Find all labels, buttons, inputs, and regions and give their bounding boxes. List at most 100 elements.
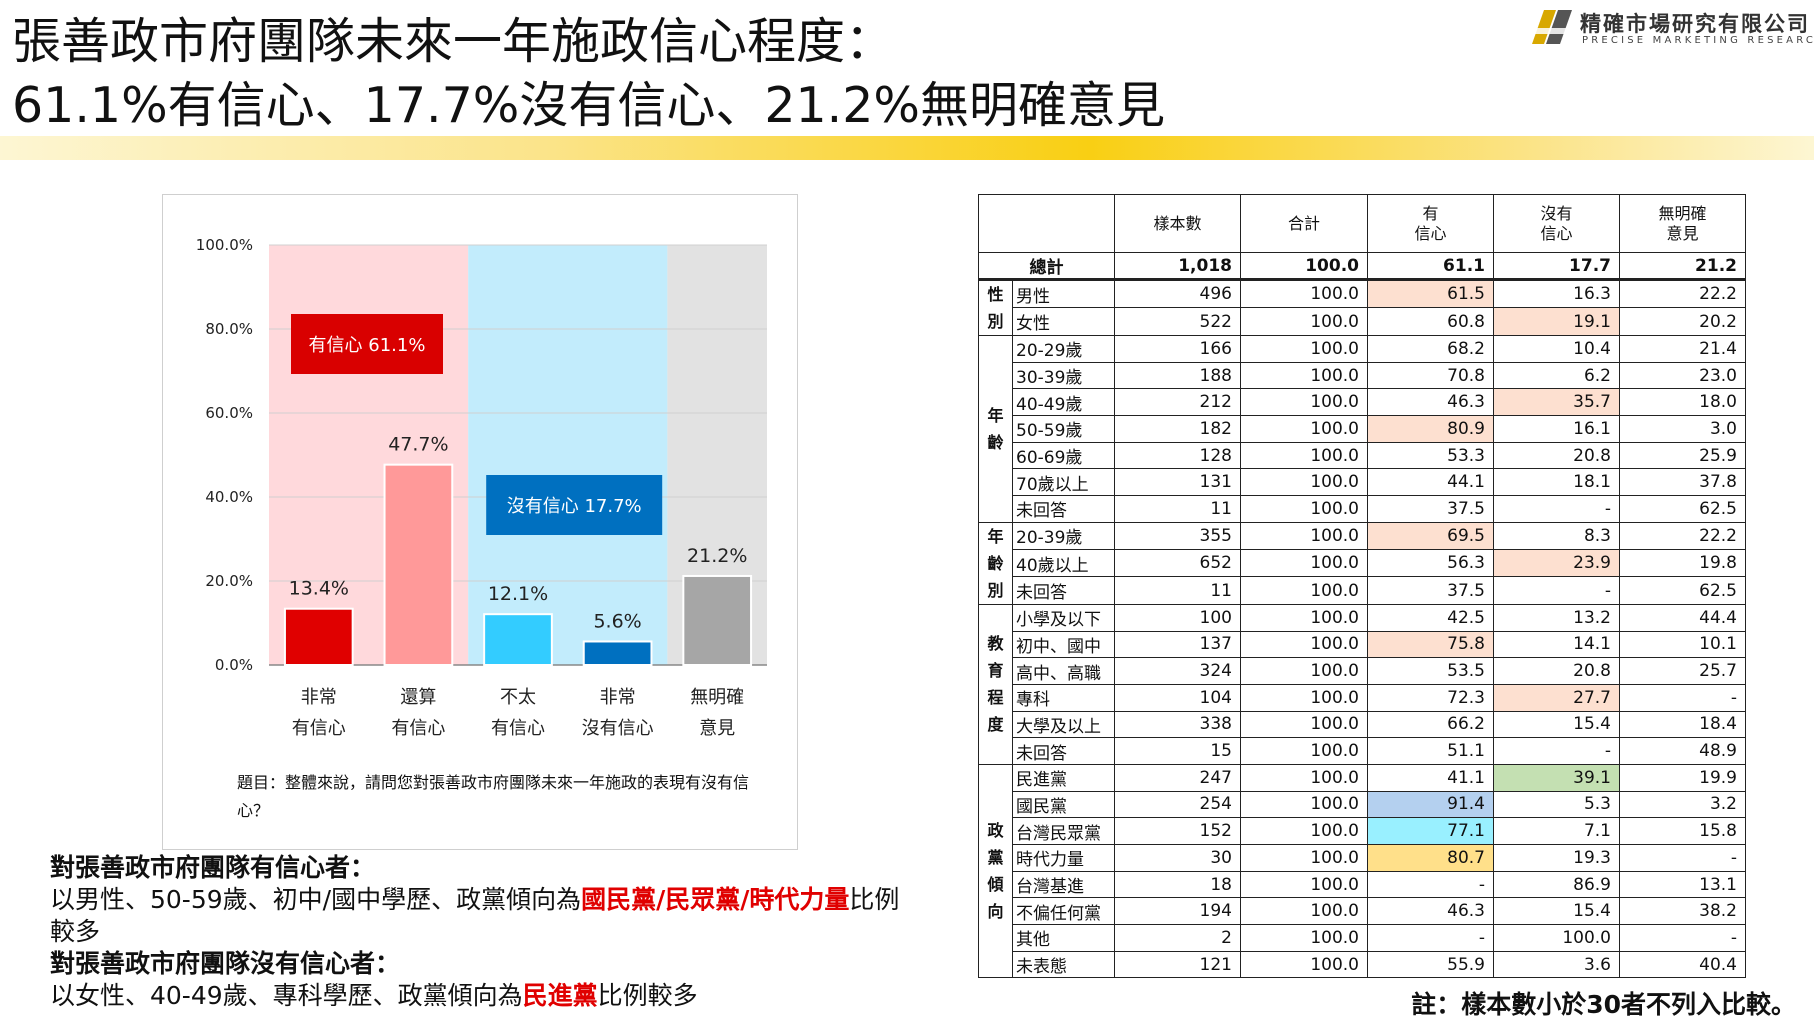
table-cell: 100 bbox=[1114, 603, 1241, 632]
table-cell: 62.5 bbox=[1619, 495, 1746, 523]
table-cell: 55.9 bbox=[1367, 950, 1494, 979]
table-cell: 100.0 bbox=[1240, 521, 1368, 551]
table-row-label: 未表態 bbox=[1012, 950, 1115, 979]
table-cell: 5.3 bbox=[1493, 790, 1620, 819]
table-row: 年齡別 20-39歲 355 100.0 69.5 8.3 22.2 bbox=[978, 521, 1746, 605]
table-cell: 100.0 bbox=[1240, 361, 1368, 390]
table-header-cell: 沒有 信心 bbox=[1493, 194, 1620, 253]
x-category-label: 非常 bbox=[301, 687, 337, 708]
table-row-label: 未回答 bbox=[1012, 737, 1115, 765]
table-cell: 37.5 bbox=[1367, 576, 1494, 605]
table-cell: - bbox=[1493, 576, 1620, 605]
table-cell: 13.1 bbox=[1619, 870, 1746, 899]
table-cell: 40.4 bbox=[1619, 950, 1746, 979]
table-cell: 100.0 bbox=[1240, 683, 1368, 712]
table-cell: 21.2 bbox=[1619, 252, 1746, 281]
group-label-not-confident: 沒有信心 17.7% bbox=[507, 496, 642, 517]
table-cell: 100.0 bbox=[1240, 495, 1368, 523]
table-cell: 10.4 bbox=[1493, 335, 1620, 363]
y-tick-label: 60.0% bbox=[205, 404, 253, 422]
table-group-label: 性別 bbox=[978, 279, 1013, 336]
table-cell: 51.1 bbox=[1367, 737, 1494, 765]
table-cell: 91.4 bbox=[1367, 790, 1494, 819]
table-cell: 254 bbox=[1114, 790, 1241, 819]
title-line-1: 張善政市府團隊未來一年施政信心程度： bbox=[12, 13, 895, 70]
table-cell: 53.3 bbox=[1367, 441, 1494, 470]
bar-value-label: 12.1% bbox=[488, 583, 548, 605]
table-cell: 23.0 bbox=[1619, 361, 1746, 390]
table-cell: 46.3 bbox=[1367, 388, 1494, 417]
table-row-label: 40歲以上 bbox=[1012, 549, 1115, 578]
table-row: 未回答 15 100.0 51.1-48.9 bbox=[979, 737, 1746, 765]
table-row-label: 20-29歲 bbox=[1012, 335, 1115, 363]
table-cell: 100.0 bbox=[1493, 924, 1620, 952]
summary-text-not-confident-party: 民進黨 bbox=[522, 981, 598, 1010]
table-row: 性別男性 496 100.0 61.5 16.3 22.2 bbox=[978, 278, 1746, 336]
table-cell: 100.0 bbox=[1240, 278, 1368, 309]
table-cell: 72.3 bbox=[1367, 683, 1494, 712]
table-cell: 10.1 bbox=[1619, 630, 1746, 659]
table-cell: 6.2 bbox=[1493, 361, 1620, 390]
table-cell: 496 bbox=[1114, 278, 1241, 309]
table-cell: 100.0 bbox=[1240, 388, 1368, 417]
table-cell: 100.0 bbox=[1240, 737, 1368, 765]
summary-block: 對張善政市府團隊有信心者： 以男性、50-59歲、初中/國中學歷、政黨傾向為國民… bbox=[50, 852, 899, 1012]
table-row-label: 未回答 bbox=[1012, 495, 1115, 523]
table-cell: 7.1 bbox=[1493, 817, 1620, 845]
table-row: 40-49歲 212 100.0 46.3 35.7 18.0 bbox=[979, 388, 1746, 417]
table-row-total: 總計 1,018 100.0 61.1 17.7 21.2 bbox=[978, 252, 1746, 281]
table-cell: - bbox=[1493, 737, 1620, 765]
table-row: 專科 104 100.0 72.3 27.7- bbox=[979, 683, 1746, 712]
table-cell: 100.0 bbox=[1240, 468, 1368, 497]
table-cell: 69.5 bbox=[1367, 521, 1494, 551]
table-row-label: 小學及以下 bbox=[1012, 603, 1115, 632]
table-cell: 100.0 bbox=[1240, 924, 1368, 952]
table-cell: 100.0 bbox=[1240, 630, 1368, 659]
table-row: 年齡 20-29歲 166 100.0 68.2 10.4 21.4 bbox=[978, 335, 1746, 523]
table-cell: 15 bbox=[1114, 737, 1241, 765]
x-category-label: 有信心 bbox=[391, 718, 445, 739]
table-cell: 182 bbox=[1114, 415, 1241, 443]
table-cell: 15.4 bbox=[1493, 897, 1620, 926]
table-cell: 75.8 bbox=[1367, 630, 1494, 659]
y-tick-label: 100.0% bbox=[196, 236, 253, 254]
table-cell: 100.0 bbox=[1240, 252, 1368, 281]
table-row-label: 不偏任何黨 bbox=[1012, 897, 1115, 926]
table-cell: 100.0 bbox=[1240, 950, 1368, 979]
table-cell: 37.8 bbox=[1619, 468, 1746, 497]
table-row: 時代力量 30 100.0 80.7 19.3- bbox=[979, 844, 1746, 872]
table-cell: 13.2 bbox=[1493, 603, 1620, 632]
x-category-label: 非常 bbox=[600, 687, 636, 708]
table-cell: 19.3 bbox=[1493, 844, 1620, 872]
bar-value-label: 5.6% bbox=[593, 610, 641, 632]
x-category-label: 意見 bbox=[699, 718, 735, 739]
table-cell: 100.0 bbox=[1240, 763, 1368, 792]
table-group-label: 年齡別 bbox=[978, 521, 1013, 605]
table-cell: 20.8 bbox=[1493, 657, 1620, 685]
table-cell: 80.7 bbox=[1367, 844, 1494, 872]
table-cell: 86.9 bbox=[1493, 870, 1620, 899]
table-cell: 194 bbox=[1114, 897, 1241, 926]
table-cell: - bbox=[1367, 924, 1494, 952]
group-label-box-confident bbox=[291, 314, 443, 374]
title-divider-bar bbox=[0, 136, 1814, 160]
table-cell: 41.1 bbox=[1367, 763, 1494, 792]
table-cell: 100.0 bbox=[1240, 335, 1368, 363]
crosstab-table-wrap: 樣本數 合計有信心 沒有 信心 無明確 意見 總計 1,018 100.0 61.1 17.7 21… bbox=[978, 194, 1746, 979]
table-cell: 100.0 bbox=[1240, 549, 1368, 578]
table-cell: 22.2 bbox=[1619, 521, 1746, 551]
total-label: 總計 bbox=[978, 252, 1115, 281]
table-cell: 44.4 bbox=[1619, 603, 1746, 632]
table-cell: 62.5 bbox=[1619, 576, 1746, 605]
table-cell: 18.1 bbox=[1493, 468, 1620, 497]
table-cell: 25.7 bbox=[1619, 657, 1746, 685]
table-cell: 37.5 bbox=[1367, 495, 1494, 523]
logo-mark-icon bbox=[1530, 10, 1572, 44]
table-cell: 100.0 bbox=[1240, 790, 1368, 819]
table-row: 教育程度小學及以下 100 100.0 42.5 13.2 44.4 bbox=[978, 603, 1746, 765]
summary-text-not-confident: 以女性、40-49歲、專科學歷、政黨傾向為民進黨比例較多 bbox=[50, 980, 899, 1012]
table-row: 30-39歲 188 100.0 70.8 6.2 23.0 bbox=[979, 361, 1746, 390]
table-cell: 100.0 bbox=[1240, 657, 1368, 685]
table-cell: 77.1 bbox=[1367, 817, 1494, 845]
table-row: 其他 2 100.0-100.0- bbox=[979, 924, 1746, 952]
